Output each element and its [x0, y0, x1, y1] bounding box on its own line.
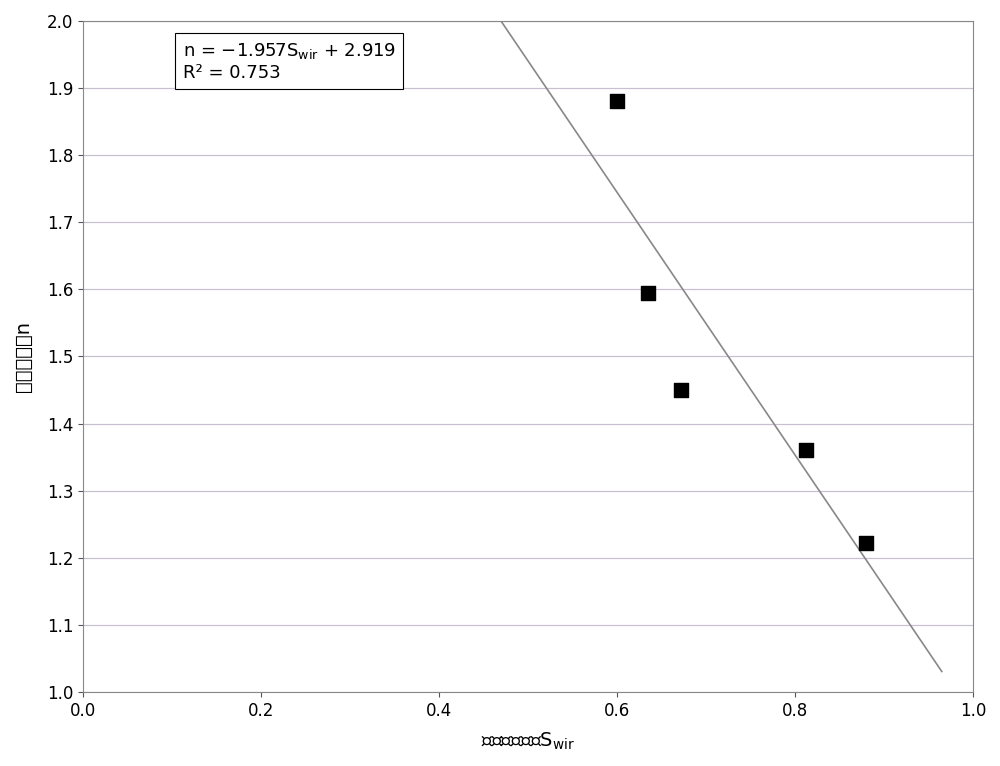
Point: [858, 537, 874, 549]
Point: [640, 286, 656, 299]
Point: [609, 95, 625, 107]
Y-axis label: 饱和度指数n: 饱和度指数n: [14, 321, 33, 392]
Point: [673, 384, 689, 396]
Text: n = −1.957S$_{\mathregular{wir}}$ + 2.919
R² = 0.753: n = −1.957S$_{\mathregular{wir}}$ + 2.91…: [183, 41, 396, 82]
Point: [798, 444, 814, 457]
X-axis label: 束缚水饱和度$\mathregular{S_{wir}}$: 束缚水饱和度$\mathregular{S_{wir}}$: [481, 731, 575, 752]
